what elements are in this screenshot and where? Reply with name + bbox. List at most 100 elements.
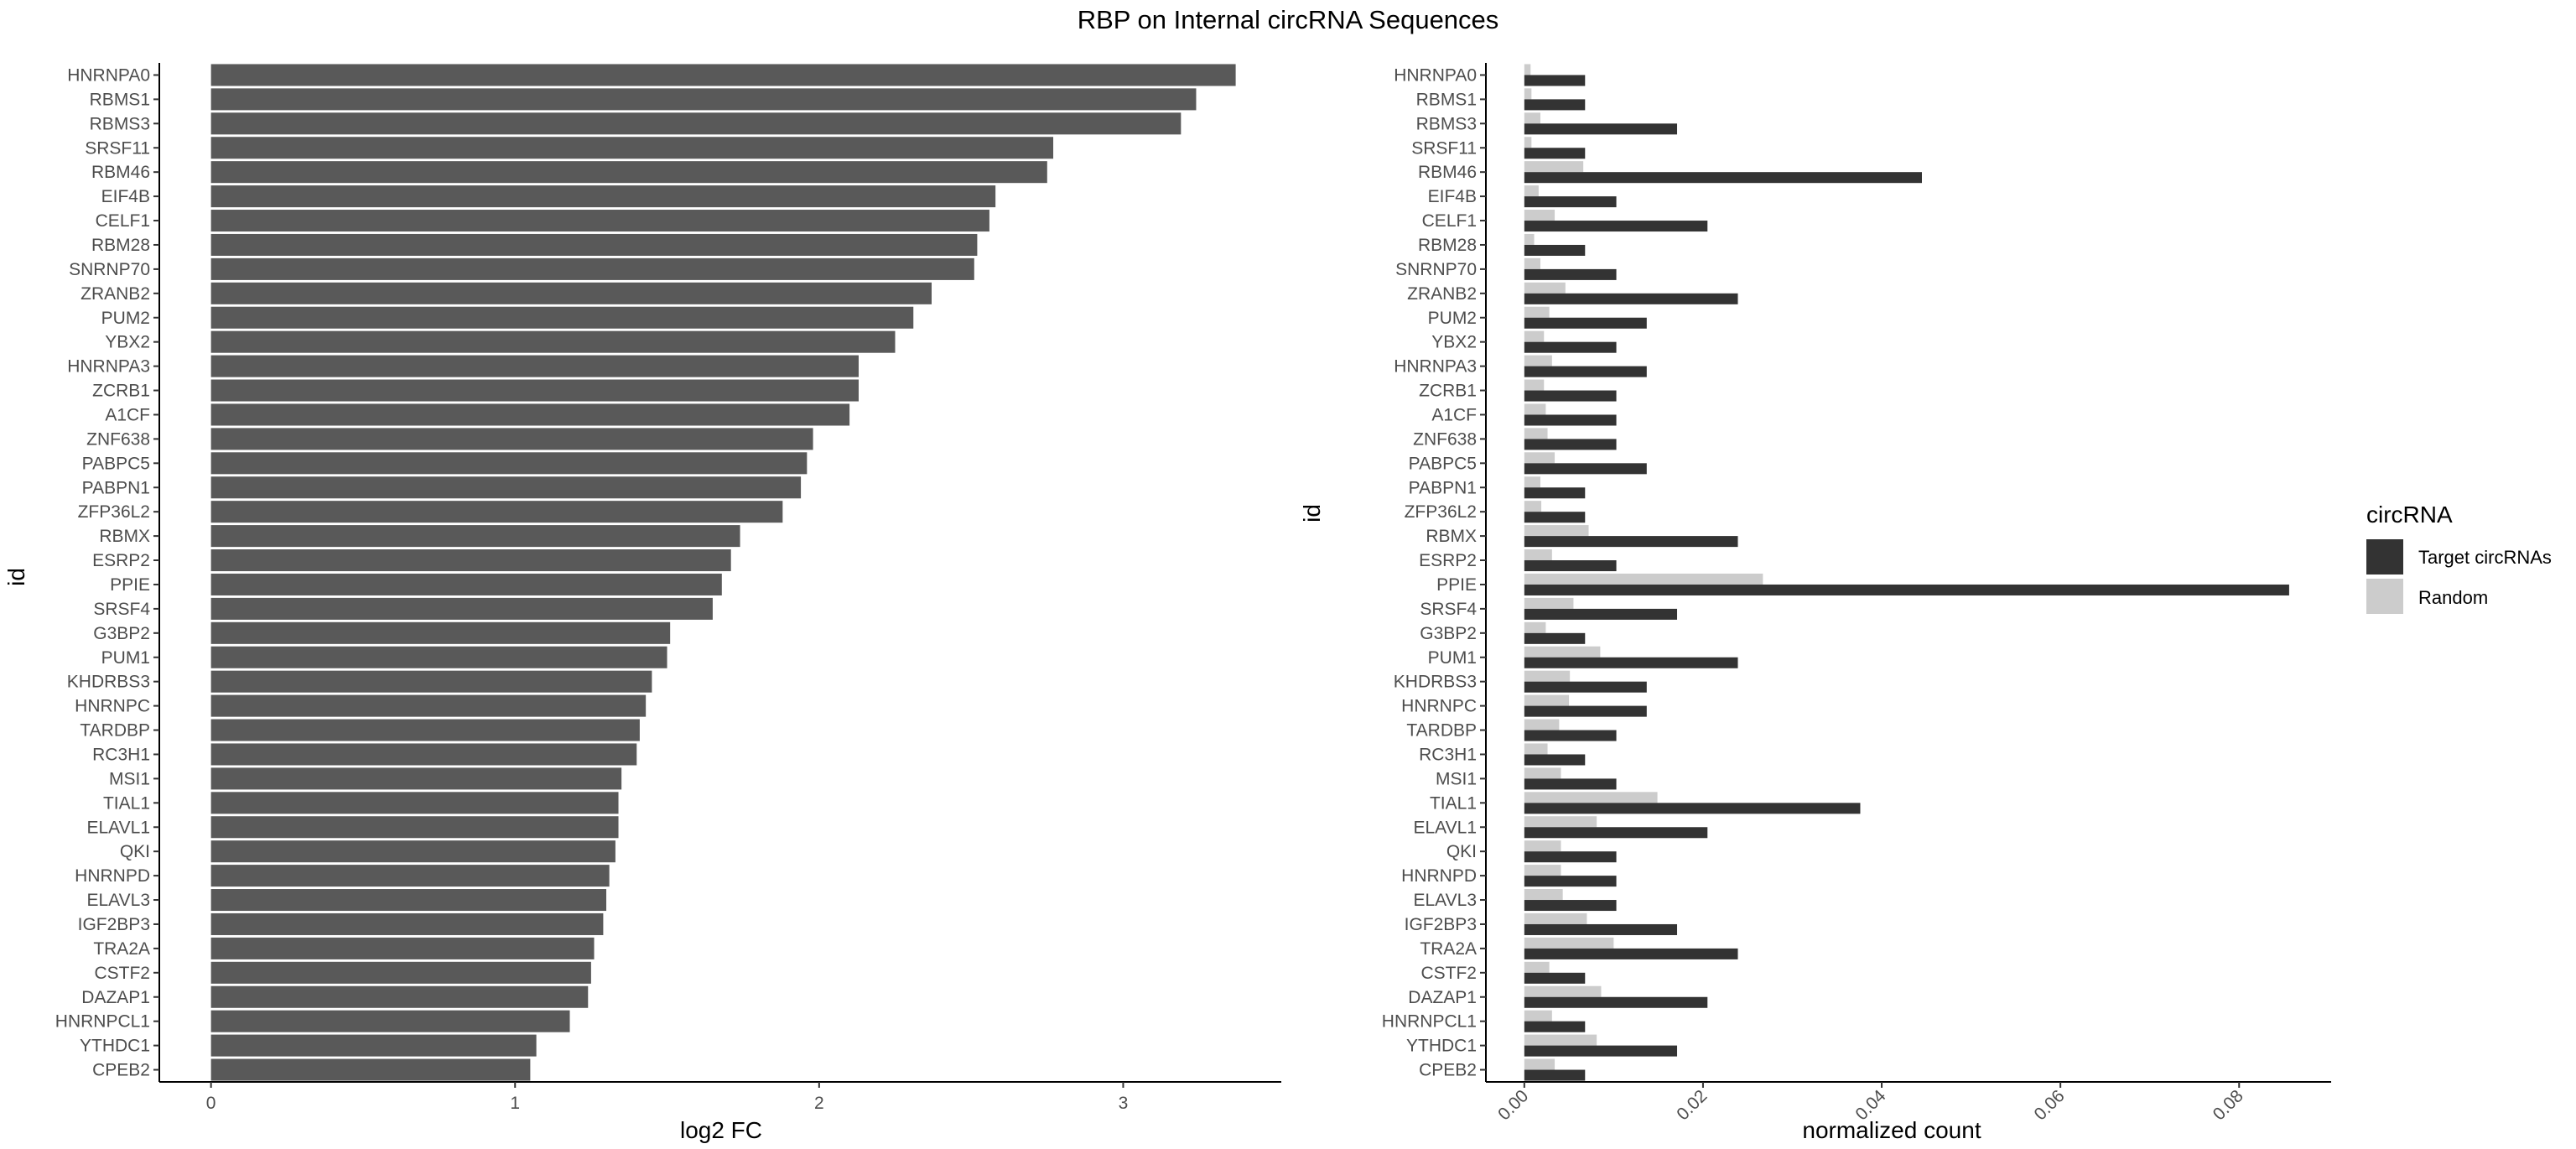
bar-hnrnpd: [210, 865, 610, 887]
left-y-tick-label-khdrbs3: KHDRBS3: [67, 673, 150, 692]
right-y-tick-label-rbms1: RBMS1: [1416, 90, 1477, 109]
bar-target-qki: [1524, 851, 1617, 863]
bar-random-pabpn1: [1524, 476, 1540, 488]
bar-zcrb1: [210, 379, 859, 402]
left-x-tick-label: 0: [206, 1094, 216, 1113]
bar-igf2bp3: [210, 912, 604, 935]
bar-pabpn1: [210, 476, 802, 499]
bar-tra2a: [210, 937, 595, 959]
right-y-tick-label-igf2bp3: IGF2BP3: [1405, 915, 1477, 934]
bar-target-rbm28: [1524, 244, 1586, 256]
legend-key-random: [2366, 579, 2403, 614]
bar-random-rbms3: [1524, 112, 1540, 124]
left-y-tick-label-ppie: PPIE: [110, 575, 150, 595]
bar-random-pum2: [1524, 306, 1550, 318]
right-x-tick-label: 0.00: [1494, 1086, 1532, 1124]
bar-target-tardbp: [1524, 730, 1617, 741]
bar-zranb2: [210, 282, 932, 304]
right-y-tick-label-tardbp: TARDBP: [1406, 721, 1477, 741]
chart-title: RBP on Internal circRNA Sequences: [1078, 5, 1499, 34]
left-y-tick-label-ybx2: YBX2: [105, 333, 150, 352]
right-y-axis: HNRNPA0 RBMS1 RBMS3 SRSF11 RBM46 EIF4B CELF1 RB…: [1382, 63, 1487, 1082]
left-y-axis: HNRNPA0 RBMS1 RBMS3 SRSF11 RBM46 EIF4B CELF1 RB…: [55, 63, 160, 1082]
right-x-axis-title: normalized count: [1802, 1117, 1981, 1143]
bar-target-zranb2: [1524, 293, 1738, 304]
bar-ythdc1: [210, 1034, 537, 1057]
left-y-tick-label-cpeb2: CPEB2: [92, 1061, 150, 1080]
right-y-tick-label-qki: QKI: [1446, 842, 1477, 861]
bar-target-pabpc5: [1524, 463, 1647, 475]
right-y-tick-label-snrnp70: SNRNP70: [1395, 260, 1477, 279]
bar-hnrnpa3: [210, 355, 859, 377]
right-y-tick-label-pum2: PUM2: [1428, 309, 1477, 328]
bar-pabpc5: [210, 452, 808, 475]
bar-target-dazap1: [1524, 996, 1708, 1008]
bar-random-g3bp2: [1524, 621, 1546, 633]
right-y-tick-label-srsf11: SRSF11: [1411, 138, 1477, 158]
bar-random-a1cf: [1524, 403, 1546, 415]
bar-target-pum2: [1524, 317, 1647, 329]
bar-rbm28: [210, 233, 978, 256]
bar-target-cpeb2: [1524, 1069, 1586, 1081]
left-y-tick-label-dazap1: DAZAP1: [81, 988, 150, 1007]
left-y-tick-label-hnrnpcl1: HNRNPCL1: [55, 1012, 150, 1032]
left-y-tick-label-igf2bp3: IGF2BP3: [78, 915, 150, 934]
bar-ybx2: [210, 330, 896, 353]
bar-random-dazap1: [1524, 985, 1602, 997]
bar-target-zfp36l2: [1524, 512, 1586, 523]
bar-random-qki: [1524, 840, 1561, 852]
bar-dazap1: [210, 985, 589, 1008]
bar-random-cpeb2: [1524, 1058, 1555, 1070]
right-x-tick-label: 0.02: [1673, 1086, 1711, 1124]
right-x-tick-label: 0.08: [2210, 1086, 2247, 1124]
bar-ppie: [210, 573, 722, 595]
bar-target-celf1: [1524, 221, 1708, 232]
right-y-axis-title: id: [1299, 504, 1325, 523]
bar-random-rbms1: [1524, 88, 1532, 100]
bar-cpeb2: [210, 1058, 531, 1081]
right-y-tick-label-pabpn1: PABPN1: [1409, 478, 1477, 497]
bar-esrp2: [210, 549, 731, 572]
bar-target-khdrbs3: [1524, 681, 1647, 693]
left-y-tick-label-celf1: CELF1: [96, 211, 150, 231]
right-y-tick-label-rbmx: RBMX: [1426, 527, 1477, 546]
right-y-tick-label-cstf2: CSTF2: [1420, 964, 1477, 983]
bar-eif4b: [210, 185, 996, 208]
legend-title: circRNA: [2366, 502, 2453, 528]
bar-random-zcrb1: [1524, 379, 1545, 391]
bar-random-zranb2: [1524, 282, 1566, 294]
bar-zfp36l2: [210, 501, 783, 523]
left-y-tick-label-g3bp2: G3BP2: [93, 624, 150, 643]
bar-rbm46: [210, 161, 1047, 184]
bar-random-rc3h1: [1524, 743, 1548, 755]
right-y-tick-label-rc3h1: RC3H1: [1419, 745, 1477, 764]
left-y-tick-label-hnrnpa0: HNRNPA0: [67, 65, 150, 85]
bar-pum2: [210, 306, 914, 329]
left-x-tick-label: 1: [510, 1094, 520, 1113]
bar-target-srsf11: [1524, 148, 1586, 159]
bar-random-ppie: [1524, 573, 1763, 585]
bar-elavl1: [210, 816, 619, 839]
bar-rbmx: [210, 525, 740, 548]
bar-random-tardbp: [1524, 719, 1560, 730]
left-y-tick-label-tardbp: TARDBP: [80, 721, 150, 741]
right-y-tick-label-a1cf: A1CF: [1431, 405, 1477, 424]
left-panel: HNRNPA0 RBMS1 RBMS3 SRSF11 RBM46 EIF4B CELF1 RB…: [3, 63, 1281, 1143]
bar-random-pum1: [1524, 646, 1601, 658]
bar-random-rbm46: [1524, 161, 1584, 173]
bar-target-pabpn1: [1524, 487, 1586, 499]
right-y-tick-label-hnrnpa3: HNRNPA3: [1394, 357, 1477, 377]
bar-snrnp70: [210, 257, 974, 280]
left-y-tick-label-zfp36l2: ZFP36L2: [78, 502, 150, 522]
right-y-tick-label-esrp2: ESRP2: [1419, 551, 1477, 570]
left-y-tick-label-pum1: PUM1: [101, 648, 150, 668]
bar-hnrnpcl1: [210, 1010, 570, 1032]
left-y-tick-label-a1cf: A1CF: [105, 405, 150, 424]
bar-znf638: [210, 428, 813, 450]
right-y-tick-label-hnrnpd: HNRNPD: [1401, 866, 1477, 886]
bar-random-pabpc5: [1524, 452, 1555, 464]
right-y-tick-label-ppie: PPIE: [1436, 575, 1477, 595]
left-y-tick-label-pum2: PUM2: [101, 309, 150, 328]
bar-elavl3: [210, 889, 607, 912]
